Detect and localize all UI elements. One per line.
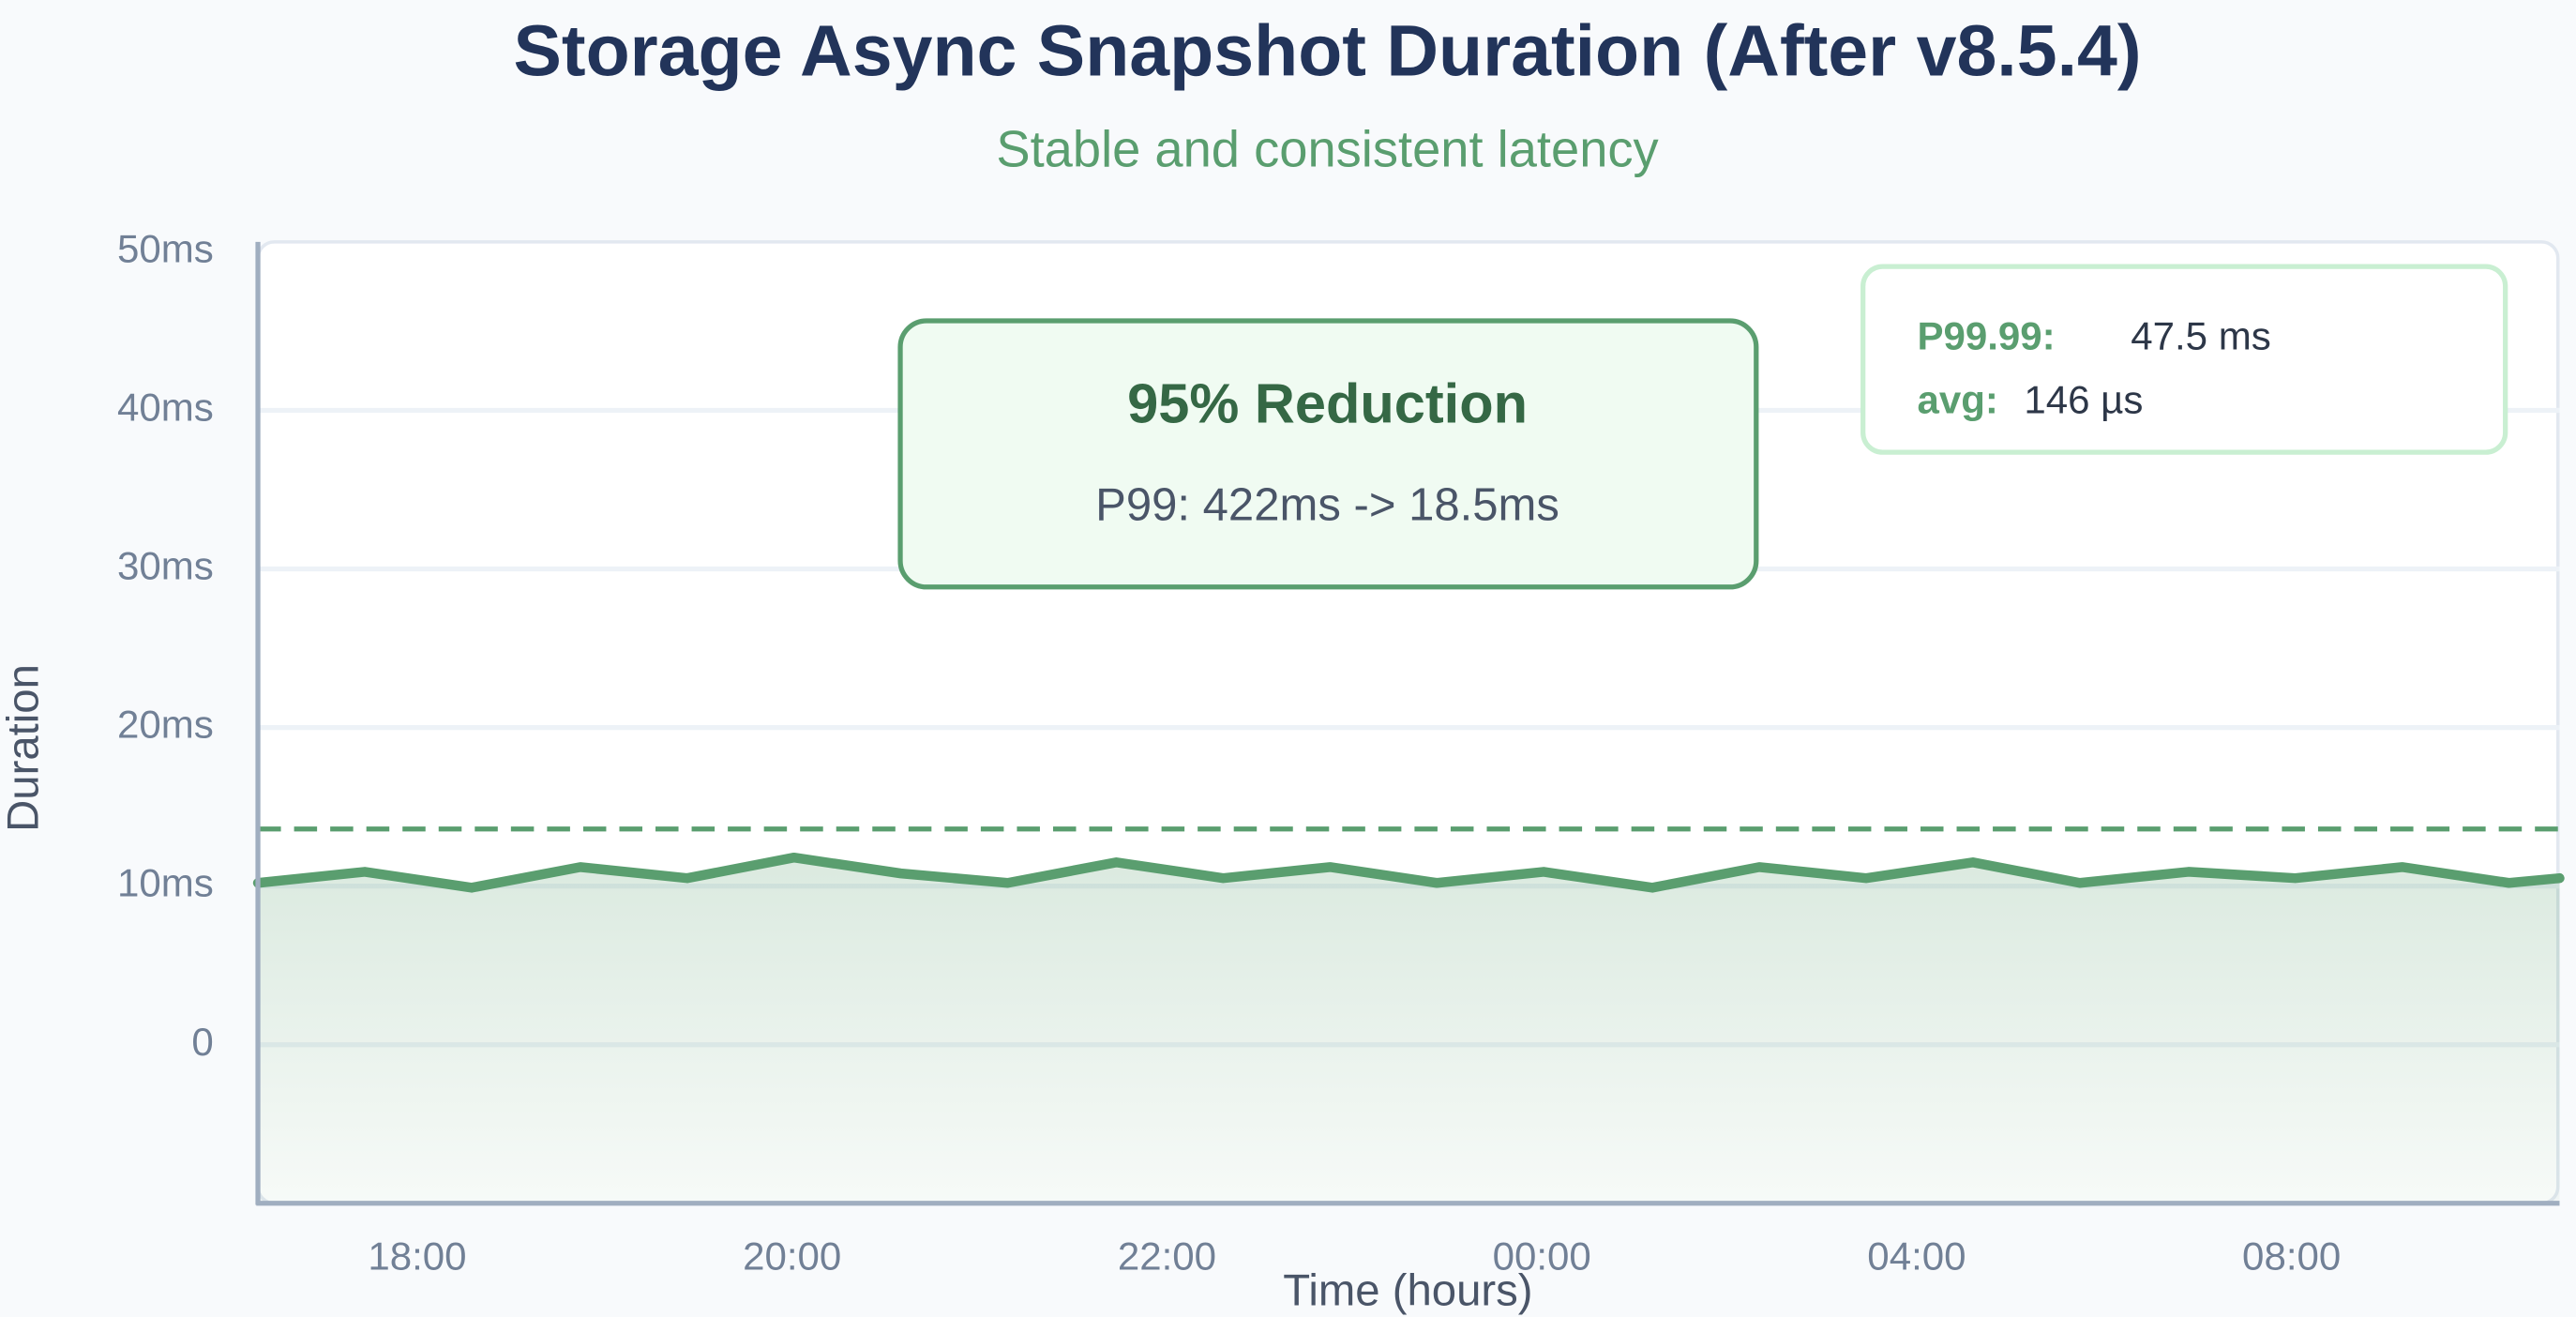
y-tick-label: 50ms	[117, 227, 214, 271]
x-tick-label: 20:00	[743, 1234, 841, 1278]
y-tick-label: 20ms	[117, 703, 214, 747]
y-axis-label: Duration	[0, 664, 49, 832]
y-tick-label: 0	[191, 1020, 213, 1064]
stat-value: 146 µs	[2024, 378, 2143, 422]
y-tick-label: 30ms	[117, 544, 214, 588]
callout-text: P99: 422ms -> 18.5ms	[1095, 480, 1559, 531]
y-tick-label: 40ms	[117, 386, 214, 430]
x-tick-label: 08:00	[2242, 1234, 2341, 1278]
x-tick-label: 22:00	[1118, 1234, 1216, 1278]
stat-label: P99.99:	[1917, 313, 2055, 357]
stat-value: 47.5 ms	[2131, 313, 2271, 357]
x-tick-label: 04:00	[1867, 1234, 1966, 1278]
stats-box	[1860, 264, 2508, 455]
chart-title: Storage Async Snapshot Duration (After v…	[514, 10, 2142, 91]
callout-title: 95% Reduction	[1127, 372, 1528, 435]
x-axis-label: Time (hours)	[1283, 1266, 1532, 1316]
x-tick-label: 00:00	[1493, 1234, 1591, 1278]
x-tick-label: 18:00	[368, 1234, 466, 1278]
y-tick-label: 10ms	[117, 861, 214, 905]
callout-box	[897, 318, 1759, 590]
chart-subtitle: Stable and consistent latency	[996, 121, 1659, 178]
marks	[252, 826, 2565, 1203]
line	[252, 852, 2565, 893]
area	[258, 857, 2560, 1203]
stat-label: avg:	[1917, 378, 1997, 422]
